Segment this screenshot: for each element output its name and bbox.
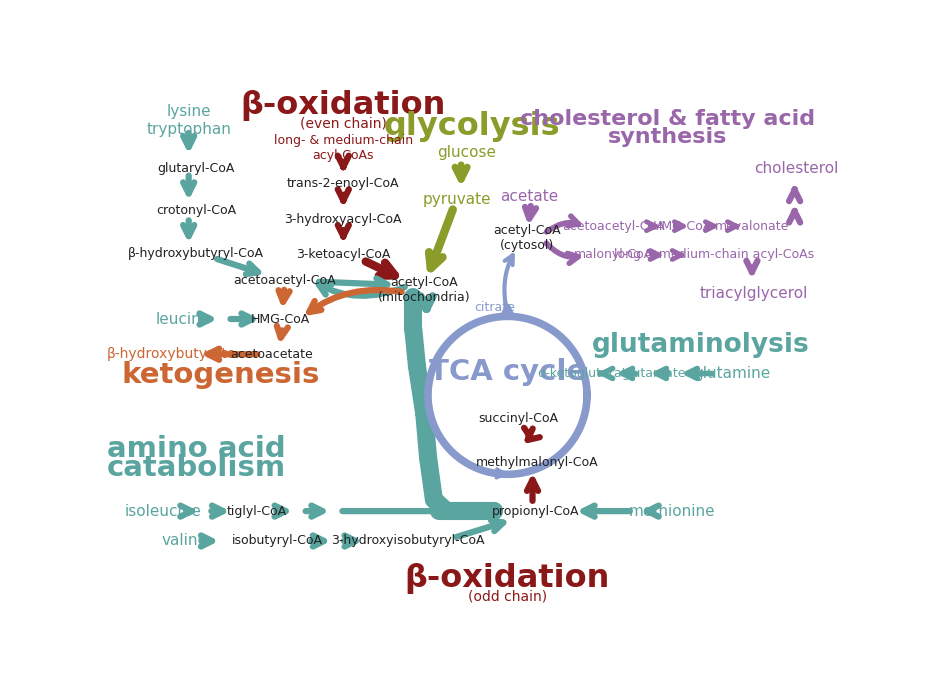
- Text: methylmalonyl-CoA: methylmalonyl-CoA: [476, 455, 598, 468]
- Text: acetoacetyl-CoA: acetoacetyl-CoA: [562, 220, 665, 233]
- Text: synthesis: synthesis: [608, 127, 727, 146]
- Text: 3-hydroxyisobutyryl-CoA: 3-hydroxyisobutyryl-CoA: [331, 534, 484, 547]
- Text: HMG-CoA: HMG-CoA: [653, 220, 712, 233]
- Text: long- & medium-chain
acyl-CoAs: long- & medium-chain acyl-CoAs: [274, 134, 413, 162]
- Text: β-hydroxybutyrate: β-hydroxybutyrate: [107, 347, 237, 361]
- Text: HMG-CoA: HMG-CoA: [251, 313, 311, 326]
- Text: lysine
tryptophan: lysine tryptophan: [146, 105, 231, 137]
- Text: citrate: citrate: [474, 301, 515, 314]
- Text: isoleucine: isoleucine: [124, 504, 201, 518]
- Text: isobutyryl-CoA: isobutyryl-CoA: [232, 534, 323, 547]
- Text: ketogenesis: ketogenesis: [122, 361, 319, 389]
- Text: 3-hydroxyacyl-CoA: 3-hydroxyacyl-CoA: [285, 213, 402, 226]
- Text: glutaminolysis: glutaminolysis: [592, 332, 809, 358]
- Text: acetate: acetate: [501, 188, 559, 204]
- Text: crotonyl-CoA: crotonyl-CoA: [156, 204, 237, 217]
- Text: amino acid: amino acid: [106, 435, 285, 463]
- Text: succinyl-CoA: succinyl-CoA: [478, 412, 558, 425]
- Text: propionyl-CoA: propionyl-CoA: [492, 505, 580, 518]
- Text: acetoacetate: acetoacetate: [231, 348, 314, 361]
- Text: methionine: methionine: [629, 504, 715, 518]
- Text: leucine: leucine: [156, 312, 211, 326]
- Text: glucose: glucose: [437, 145, 496, 160]
- Text: 3-ketoacyl-CoA: 3-ketoacyl-CoA: [296, 249, 390, 261]
- Text: pyruvate: pyruvate: [423, 192, 492, 207]
- Text: β-oxidation: β-oxidation: [405, 563, 610, 594]
- Text: acetyl-CoA
(mitochondria): acetyl-CoA (mitochondria): [378, 277, 470, 304]
- Text: glutamate: glutamate: [621, 367, 686, 380]
- Text: acetoacetyl-CoA: acetoacetyl-CoA: [233, 274, 335, 287]
- Text: triacylglycerol: triacylglycerol: [699, 286, 807, 301]
- Text: β-hydroxybutyryl-CoA: β-hydroxybutyryl-CoA: [128, 247, 264, 261]
- Text: cholesterol & fatty acid: cholesterol & fatty acid: [520, 109, 815, 130]
- Text: cholesterol: cholesterol: [754, 161, 838, 176]
- Text: trans-2-enoyl-CoA: trans-2-enoyl-CoA: [287, 177, 400, 190]
- Text: acetyl-CoA
(cytosol): acetyl-CoA (cytosol): [493, 224, 560, 252]
- Text: (odd chain): (odd chain): [468, 590, 547, 604]
- Text: α-ketoglutarate: α-ketoglutarate: [537, 367, 635, 380]
- Text: glutamine: glutamine: [693, 366, 770, 381]
- Text: long & medium-chain acyl-CoAs: long & medium-chain acyl-CoAs: [614, 249, 814, 261]
- Text: catabolism: catabolism: [106, 455, 286, 482]
- Text: glycolysis: glycolysis: [384, 112, 560, 143]
- Text: glutaryl-CoA: glutaryl-CoA: [158, 162, 235, 175]
- Text: (even chain): (even chain): [300, 116, 387, 131]
- Text: mevalonate: mevalonate: [714, 220, 789, 233]
- Text: tiglyl-CoA: tiglyl-CoA: [227, 505, 287, 518]
- Text: malonyl-CoA: malonyl-CoA: [574, 249, 653, 261]
- Text: β-oxidation: β-oxidation: [240, 90, 446, 121]
- Text: TCA cycle: TCA cycle: [428, 358, 586, 387]
- Text: valine: valine: [162, 534, 208, 548]
